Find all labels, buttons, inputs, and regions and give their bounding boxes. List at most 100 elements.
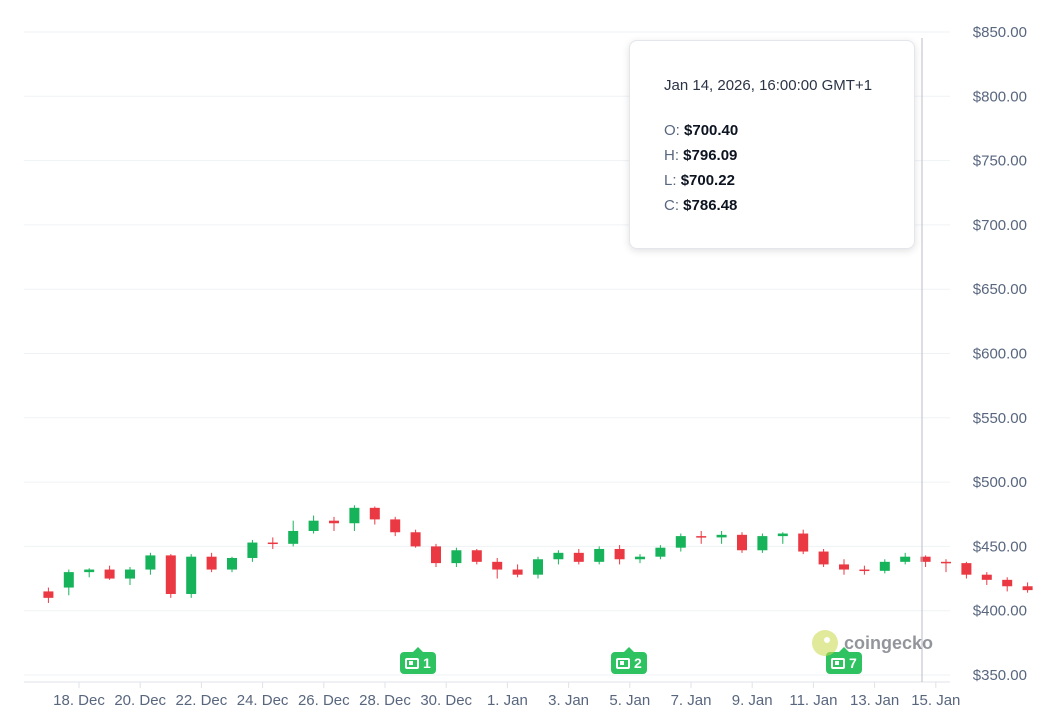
y-tick-label: $450.00 bbox=[973, 538, 1027, 555]
x-tick-label: 28. Dec bbox=[359, 692, 411, 709]
newspaper-icon bbox=[405, 657, 419, 669]
candle-body bbox=[227, 557, 237, 570]
x-tick-label: 15. Jan bbox=[911, 692, 960, 709]
tooltip-close: C: $786.48 bbox=[664, 197, 738, 214]
candle bbox=[573, 548, 584, 565]
candle bbox=[512, 564, 523, 578]
candles bbox=[43, 505, 1033, 603]
candle bbox=[369, 506, 380, 525]
candle-body bbox=[369, 507, 380, 520]
candle bbox=[104, 565, 115, 580]
news-badge-2[interactable]: 2 bbox=[611, 647, 647, 674]
candle bbox=[329, 516, 339, 531]
candle-body bbox=[288, 530, 299, 544]
candle-body bbox=[961, 563, 972, 575]
x-tick-label: 13. Jan bbox=[850, 692, 899, 709]
candle-body bbox=[635, 556, 645, 560]
candle-body bbox=[818, 551, 829, 565]
candle bbox=[451, 547, 462, 567]
candle-body bbox=[186, 556, 197, 594]
x-axis: 18. Dec 20. Dec 22. Dec 24. Dec 26. Dec 28. D… bbox=[53, 682, 960, 709]
candle-body bbox=[206, 556, 217, 570]
candle bbox=[553, 550, 564, 565]
candle bbox=[308, 515, 319, 534]
candle bbox=[1022, 582, 1033, 593]
candle-body bbox=[104, 569, 115, 579]
candle-body bbox=[594, 548, 605, 562]
candle-body bbox=[125, 569, 135, 579]
x-tick-label: 20. Dec bbox=[114, 692, 166, 709]
candle-body bbox=[267, 542, 278, 545]
candle bbox=[492, 557, 503, 579]
candle-body bbox=[308, 520, 319, 531]
candle bbox=[206, 552, 217, 573]
x-tick-label: 5. Jan bbox=[609, 692, 650, 709]
candle-body bbox=[1002, 579, 1013, 587]
candle-body bbox=[533, 559, 543, 575]
candle bbox=[900, 552, 911, 565]
candle bbox=[410, 529, 421, 548]
candle bbox=[267, 537, 278, 549]
x-tick-label: 3. Jan bbox=[548, 692, 589, 709]
candle-body bbox=[900, 556, 911, 562]
x-tick-label: 11. Jan bbox=[789, 692, 837, 709]
candle bbox=[125, 566, 135, 585]
candle-body bbox=[675, 536, 686, 548]
tooltip-high: H: $796.09 bbox=[664, 147, 738, 164]
y-tick-label: $650.00 bbox=[973, 281, 1027, 298]
candle-body bbox=[165, 555, 176, 594]
candle bbox=[635, 554, 645, 564]
candle-body bbox=[859, 569, 870, 572]
x-tick-label: 30. Dec bbox=[420, 692, 472, 709]
candle bbox=[594, 546, 605, 565]
x-tick-label: 7. Jan bbox=[671, 692, 712, 709]
candle-body bbox=[696, 536, 707, 538]
candle-body bbox=[84, 569, 95, 573]
candle-body bbox=[553, 552, 564, 560]
candle-body bbox=[43, 591, 54, 598]
x-tick-label: 9. Jan bbox=[732, 692, 773, 709]
candle bbox=[431, 543, 441, 567]
candle bbox=[614, 545, 625, 565]
candle bbox=[84, 568, 95, 578]
candle-body bbox=[655, 547, 666, 557]
gecko-logo-icon bbox=[812, 630, 838, 656]
y-tick-label: $750.00 bbox=[973, 153, 1027, 170]
candle-body bbox=[512, 569, 523, 575]
y-axis: $350.00 $400.00 $450.00 $500.00 $550.00 $600.… bbox=[973, 24, 1027, 684]
x-tick-label: 1. Jan bbox=[487, 692, 528, 709]
y-tick-label: $400.00 bbox=[973, 603, 1027, 620]
candle bbox=[879, 559, 890, 574]
candle bbox=[920, 555, 931, 567]
candle bbox=[227, 556, 237, 573]
candle-body bbox=[614, 548, 625, 560]
candle-body bbox=[1022, 586, 1033, 591]
candle-body bbox=[329, 520, 339, 524]
tooltip-date: Jan 14, 2026, 16:00:00 GMT+1 bbox=[664, 77, 873, 94]
candle-body bbox=[757, 536, 768, 551]
candle-body bbox=[716, 534, 727, 538]
candle-body bbox=[920, 556, 931, 562]
news-badge-3[interactable]: 7 bbox=[826, 647, 862, 674]
y-tick-label: $600.00 bbox=[973, 346, 1027, 363]
x-tick-label: 26. Dec bbox=[298, 692, 350, 709]
watermark-text: coingecko bbox=[844, 632, 934, 653]
candle-body bbox=[431, 546, 441, 564]
candle-body bbox=[981, 574, 992, 580]
news-badge-1[interactable]: 1 bbox=[400, 647, 436, 674]
candle bbox=[818, 548, 829, 567]
candle-body bbox=[410, 532, 421, 547]
candle-body bbox=[390, 519, 401, 533]
candle-body bbox=[839, 564, 849, 570]
candle bbox=[798, 529, 809, 555]
candle bbox=[186, 554, 197, 598]
candle bbox=[675, 533, 686, 552]
candle bbox=[165, 554, 176, 598]
candle bbox=[247, 539, 258, 562]
candle bbox=[63, 569, 74, 596]
candle bbox=[390, 516, 401, 537]
candle-body bbox=[492, 561, 503, 570]
candle-body bbox=[798, 533, 809, 552]
x-tick-label: 22. Dec bbox=[176, 692, 228, 709]
